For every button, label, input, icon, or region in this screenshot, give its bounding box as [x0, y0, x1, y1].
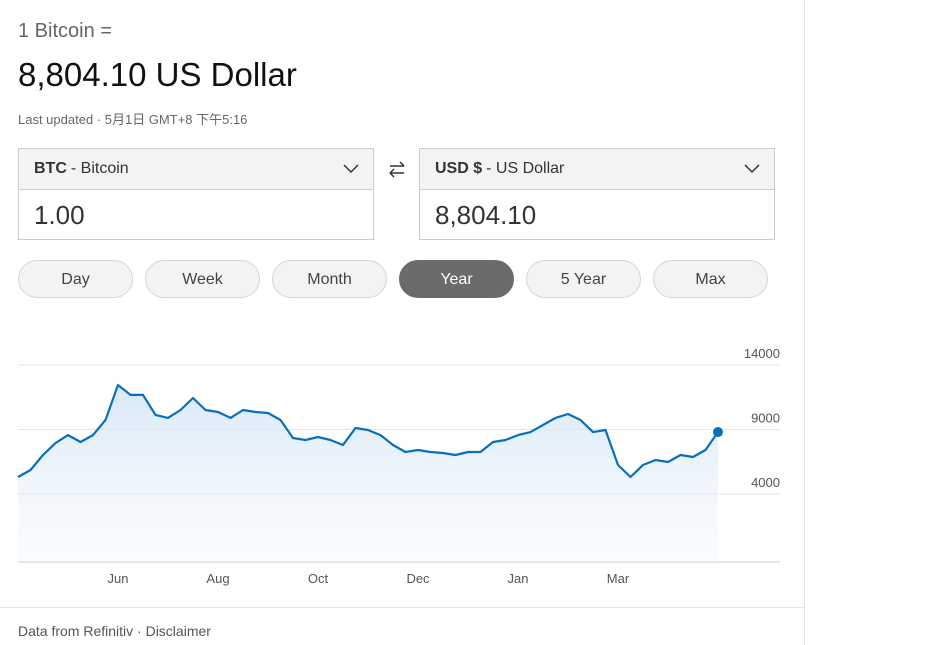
x-tick-label: Jan — [508, 571, 529, 586]
to-name: - US Dollar — [486, 160, 565, 177]
to-currency: USD $ - US Dollar 8,804.10 — [419, 148, 775, 240]
rate-value: 8,804.10 US Dollar — [18, 56, 297, 93]
chevron — [744, 164, 760, 174]
range-button[interactable]: Max — [653, 260, 768, 298]
range-button[interactable]: Year — [399, 260, 514, 298]
chevron — [343, 164, 359, 174]
from-select[interactable]: BTC - Bitcoin — [19, 149, 373, 190]
from-amount[interactable]: 1.00 — [34, 200, 85, 230]
end-point — [713, 427, 723, 438]
to-code: USD $ — [435, 160, 483, 177]
y-tick-label: 4000 — [751, 475, 780, 490]
x-tick-label: Aug — [206, 571, 229, 586]
chart: 4000 9000 14000 Jun Aug Oct Dec Jan Mar — [17, 346, 780, 586]
area — [18, 385, 718, 562]
x-tick-label: Jun — [108, 571, 129, 586]
divider — [0, 607, 804, 608]
range-button[interactable]: 5 Year — [526, 260, 641, 298]
y-tick-label: 14000 — [744, 346, 780, 361]
to-select[interactable]: USD $ - US Dollar — [420, 149, 774, 190]
range-button[interactable]: Day — [18, 260, 133, 298]
range-button[interactable]: Month — [272, 260, 387, 298]
last-updated: Last updated · 5月1日 GMT+8 下午5:16 — [18, 112, 248, 127]
to-amount[interactable]: 8,804.10 — [435, 200, 537, 230]
footer[interactable]: Data from Refinitiv · Disclaimer — [18, 623, 211, 639]
from-code: BTC — [34, 160, 67, 177]
x-tick-label: Mar — [607, 571, 630, 586]
from-name: - Bitcoin — [70, 160, 129, 177]
from-currency: BTC - Bitcoin 1.00 — [18, 148, 374, 240]
x-tick-label: Oct — [308, 571, 329, 586]
x-tick-label: Dec — [406, 571, 430, 586]
swap-icon[interactable] — [387, 160, 407, 180]
range-button[interactable]: Week — [145, 260, 260, 298]
line — [17, 383, 719, 479]
y-tick-label: 9000 — [751, 411, 780, 426]
rate-label: 1 Bitcoin = — [18, 20, 112, 42]
divider — [804, 0, 805, 645]
